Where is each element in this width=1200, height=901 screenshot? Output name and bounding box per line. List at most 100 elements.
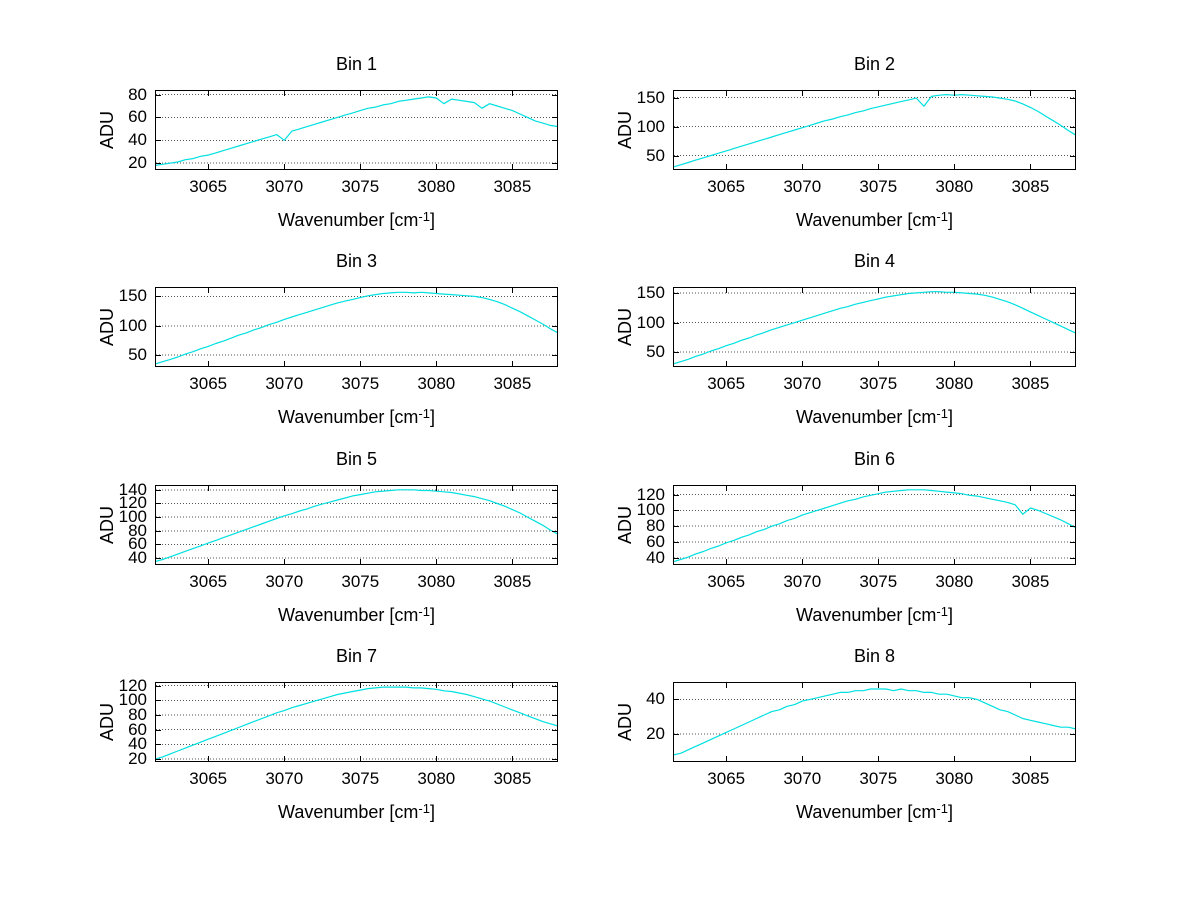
y-tick-label: 50 [646,342,665,362]
plot-svg-bin-5 [154,485,559,565]
x-tick-label: 3075 [341,572,380,591]
plot-svg-bin-1 [154,90,559,170]
subplot-title-bin-3: Bin 3 [335,251,378,271]
x-axis-label-bin-1: Wavenumber [cm-1] [155,206,558,231]
plot-svg-bin-7 [154,682,559,762]
x-axis-label-text: ] [429,407,435,427]
y-tick-label: 60 [128,719,147,739]
data-line-bin-3 [154,291,559,365]
y-tick-label: 40 [128,130,147,150]
x-axis-label-bin-3: Wavenumber [cm-1] [155,403,558,428]
y-tick-label: 120 [118,675,147,695]
x-tick-label: 3080 [417,769,456,788]
y-tick-label: 100 [118,690,147,710]
x-tick-label: 3065 [189,769,228,788]
x-tick-label: 3085 [1011,374,1050,393]
y-tick-label: 80 [128,84,147,104]
y-tick-label: 50 [646,145,665,165]
x-axis-label-exponent: -1 [418,406,430,421]
y-tick-label: 40 [646,547,665,567]
x-axis-label-exponent: -1 [936,604,948,619]
x-tick-label: 3070 [265,769,304,788]
x-tick-label: 3070 [783,572,822,591]
data-line-bin-8 [672,688,1077,756]
x-axis-label-exponent: -1 [418,604,430,619]
x-axis-label-text: Wavenumber [cm [278,210,419,230]
data-line-bin-2 [672,93,1077,168]
y-tick-label: 40 [128,734,147,754]
x-axis-label-text: ] [947,605,953,625]
subplot-title-bin-6: Bin 6 [853,449,896,469]
axis-box-bin-1 [155,90,558,170]
data-line-bin-6 [672,489,1077,563]
x-tick-label: 3085 [493,769,532,788]
y-tick-label: 140 [118,479,147,499]
x-axis-label-exponent: -1 [418,209,430,224]
data-line-bin-5 [154,489,559,563]
y-axis-label-bin-8: ADU [615,703,635,742]
x-tick-label: 3065 [707,769,746,788]
x-tick-label: 3070 [783,177,822,196]
y-tick-label: 100 [636,312,665,332]
x-tick-label: 3075 [341,374,380,393]
x-tick-label: 3065 [189,572,228,591]
x-axis-label-text: Wavenumber [cm [796,802,937,822]
x-axis-label-text: ] [429,802,435,822]
plot-svg-bin-2 [672,90,1077,170]
x-tick-label: 3080 [935,572,974,591]
plot-svg-bin-4 [672,287,1077,367]
x-tick-label: 3075 [859,374,898,393]
y-tick-label: 100 [118,315,147,335]
subplot-title-bin-1: Bin 1 [335,54,378,74]
x-tick-label: 3075 [859,769,898,788]
x-tick-label: 3065 [707,572,746,591]
subplot-title-bin-4: Bin 4 [853,251,896,271]
x-axis-label-bin-6: Wavenumber [cm-1] [673,601,1076,626]
x-axis-label-text: Wavenumber [cm [278,605,419,625]
y-tick-label: 80 [128,520,147,540]
x-axis-label-bin-4: Wavenumber [cm-1] [673,403,1076,428]
x-axis-label-bin-2: Wavenumber [cm-1] [673,206,1076,231]
x-axis-label-bin-7: Wavenumber [cm-1] [155,798,558,823]
y-tick-label: 60 [646,532,665,552]
plot-svg-bin-6 [672,485,1077,565]
axis-box-bin-2 [673,90,1076,170]
y-tick-label: 150 [636,87,665,107]
x-axis-label-text: Wavenumber [cm [278,407,419,427]
x-tick-label: 3080 [935,769,974,788]
axis-box-bin-8 [673,682,1076,762]
x-tick-label: 3085 [1011,177,1050,196]
x-tick-label: 3085 [493,572,532,591]
x-tick-label: 3075 [859,572,898,591]
x-tick-label: 3085 [493,177,532,196]
x-axis-label-text: Wavenumber [cm [278,802,419,822]
x-tick-label: 3070 [265,374,304,393]
axis-box-bin-7 [155,682,558,762]
x-axis-label-text: Wavenumber [cm [796,210,937,230]
x-axis-label-exponent: -1 [418,801,430,816]
x-axis-label-exponent: -1 [936,209,948,224]
y-tick-label: 120 [636,484,665,504]
x-tick-label: 3080 [417,572,456,591]
y-tick-label: 20 [128,749,147,769]
x-axis-label-text: ] [947,407,953,427]
x-tick-label: 3070 [783,374,822,393]
y-tick-label: 60 [128,534,147,554]
y-tick-label: 40 [128,548,147,568]
y-tick-label: 100 [636,116,665,136]
x-axis-label-exponent: -1 [936,406,948,421]
y-tick-label: 80 [646,516,665,536]
subplot-title-bin-5: Bin 5 [335,449,378,469]
y-tick-label: 50 [128,345,147,365]
x-axis-label-text: ] [429,605,435,625]
x-tick-label: 3080 [935,374,974,393]
x-axis-label-text: ] [947,210,953,230]
x-tick-label: 3085 [1011,572,1050,591]
data-line-bin-4 [672,291,1077,365]
x-tick-label: 3065 [707,177,746,196]
x-tick-label: 3070 [783,769,822,788]
x-axis-label-text: Wavenumber [cm [796,605,937,625]
x-tick-label: 3080 [935,177,974,196]
axis-box-bin-6 [673,485,1076,565]
